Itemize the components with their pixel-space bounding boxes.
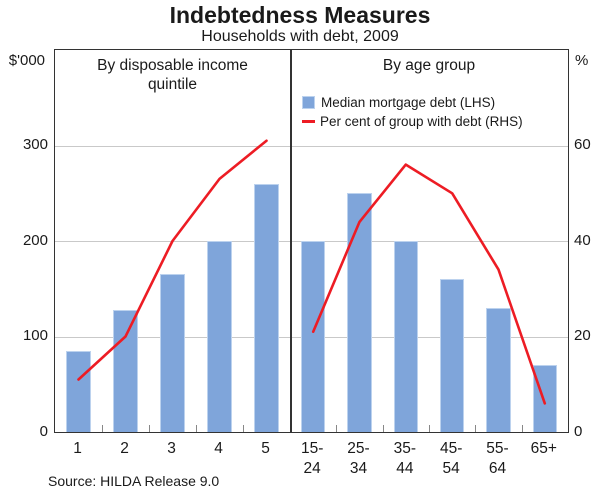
legend-row-bars: Median mortgage debt (LHS) <box>302 94 523 111</box>
x-label-4: 4 <box>214 440 223 457</box>
right-panel-title: By age group <box>382 57 476 74</box>
left-axis-unit: $'000 <box>8 52 45 69</box>
bar-1 <box>66 350 91 432</box>
plot-area: By disposable income quintile By age gro… <box>54 49 569 433</box>
chart-subtitle: Households with debt, 2009 <box>201 28 399 45</box>
right-axis-unit: % <box>575 52 589 69</box>
x-label-1: 1 <box>73 440 82 457</box>
legend-bar-label: Median mortgage debt (LHS) <box>321 95 496 110</box>
panel-divider <box>290 50 292 432</box>
x-label-25-34: 25- 34 <box>347 440 370 477</box>
x-axis-tick <box>243 425 244 432</box>
legend: Median mortgage debt (LHS) Per cent of g… <box>302 94 523 132</box>
left-axis-tick-0: 0 <box>39 422 48 440</box>
left-axis-tick-200: 200 <box>22 231 48 249</box>
right-axis-tick-20: 20 <box>574 327 591 344</box>
legend-bar-swatch <box>302 96 315 109</box>
right-axis-tick-0: 0 <box>574 422 583 440</box>
x-label-55-64: 55- 64 <box>486 440 509 477</box>
x-label-45-54: 45- 54 <box>439 440 463 477</box>
bar-15-24 <box>301 241 326 432</box>
bar-45-54 <box>440 279 465 432</box>
x-axis-tick <box>196 425 197 432</box>
chart-title: Indebtedness Measures <box>169 2 431 28</box>
x-label-15-24: 15- 24 <box>300 440 324 477</box>
x-label-35-44: 35- 44 <box>393 440 417 477</box>
bar-5 <box>254 183 279 432</box>
bar-35-44 <box>393 241 418 432</box>
x-axis-tick <box>336 425 338 432</box>
left-axis-tick-300: 300 <box>22 136 48 153</box>
bar-2 <box>113 309 138 432</box>
right-axis-tick-40: 40 <box>574 231 591 249</box>
x-label-3: 3 <box>167 440 176 457</box>
bar-4 <box>207 241 232 432</box>
x-axis-tick <box>382 425 384 432</box>
legend-line-swatch <box>302 119 315 124</box>
bar-3 <box>160 274 185 432</box>
right-axis-tick-60: 60 <box>574 136 591 153</box>
bar-25-34 <box>347 193 372 432</box>
gridline-300 <box>55 145 568 147</box>
x-label-65+: 65+ <box>530 440 557 457</box>
x-axis-tick <box>475 425 477 432</box>
source-note: Source: HILDA Release 9.0 <box>48 473 220 489</box>
legend-line-label: Per cent of group with debt (RHS) <box>320 114 523 129</box>
bar-55-64 <box>486 307 511 432</box>
x-axis-tick <box>429 425 430 432</box>
x-label-2: 2 <box>120 440 129 457</box>
left-panel-title: By disposable income quintile <box>97 57 248 93</box>
x-axis-tick <box>149 425 150 432</box>
x-axis-tick <box>521 425 523 432</box>
x-axis-tick <box>102 425 103 432</box>
bar-65+ <box>532 365 557 432</box>
left-axis-tick-100: 100 <box>22 327 48 344</box>
legend-row-line: Per cent of group with debt (RHS) <box>302 113 523 130</box>
x-label-5: 5 <box>261 440 270 457</box>
